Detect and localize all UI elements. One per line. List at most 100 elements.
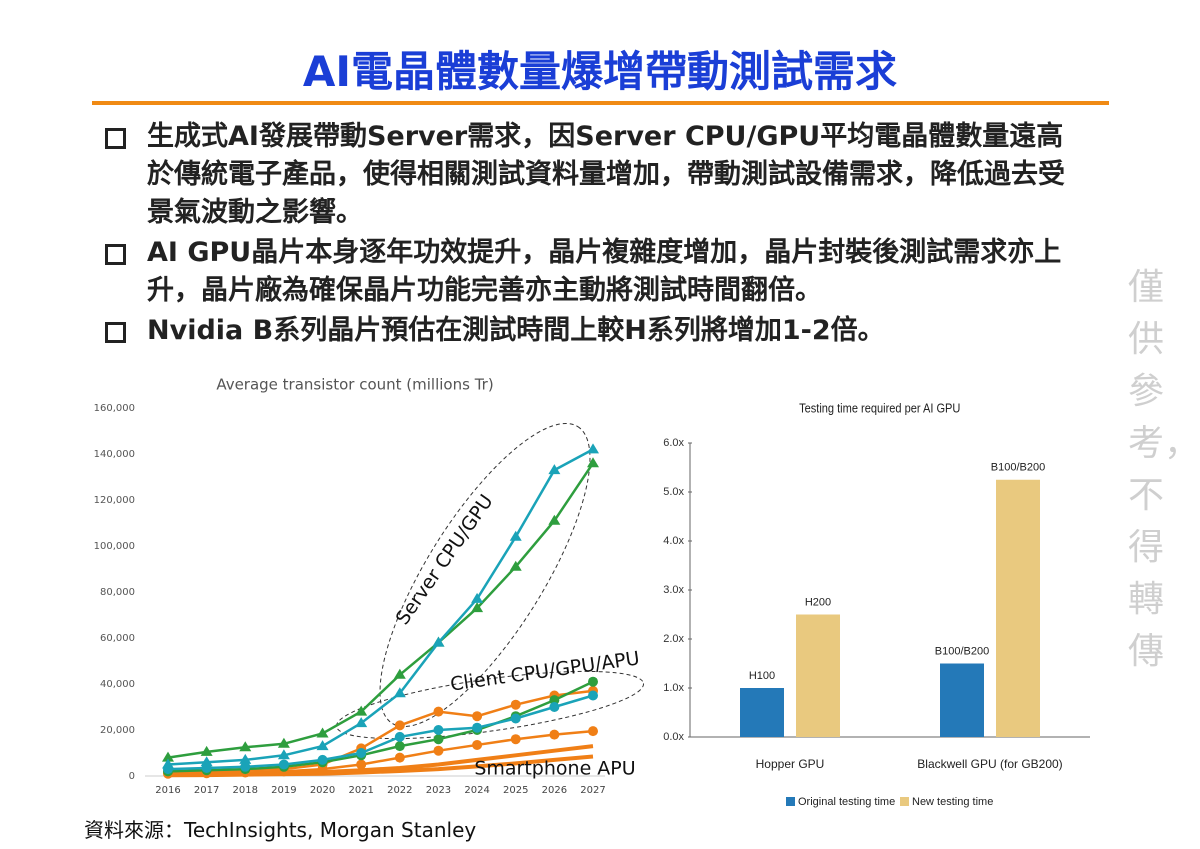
y-tick-label: 20,000 [100,725,135,736]
marker [278,759,289,770]
marker [278,766,289,777]
x-tick-label: 2016 [155,785,180,796]
legend-label: Original testing time [798,796,895,808]
marker [588,676,598,687]
y-tick-label: 160,000 [94,403,135,414]
marker [588,726,598,737]
data-label: B100/B200 [935,645,989,657]
marker [317,759,328,770]
marker [472,711,483,722]
marker [510,699,521,710]
data-label: H200 [805,596,831,608]
marker [200,745,213,756]
bullet: 生成式AI發展帶動Server需求，因Server CPU/GPU平均電晶體數量… [105,118,1090,232]
marker [472,722,483,733]
marker [432,636,445,647]
series-line [167,694,594,771]
legend-swatch [786,797,795,806]
marker [549,690,560,701]
marker [239,753,252,764]
marker [549,729,560,740]
y-tick-label: 1.0x [663,682,684,694]
marker [278,764,289,775]
marker [587,443,599,454]
y-tick-label: 3.0x [663,584,684,596]
marker [356,743,367,754]
marker [162,751,174,762]
marker [163,767,173,778]
bullet: Nvidia B系列晶片預估在測試時間上較H系列將增加1-2倍。 [105,312,1090,350]
server-ellipse [379,422,591,728]
series-line [167,729,594,775]
marker [510,713,521,724]
marker [201,765,212,776]
x-tick-label: 2025 [503,785,528,796]
marker [317,764,328,775]
y-tick-label: 40,000 [100,679,135,690]
marker [240,761,251,772]
marker [163,766,173,777]
series-line [167,754,594,778]
y-tick-label: 6.0x [663,437,684,449]
marker [510,711,521,722]
marker [201,766,212,777]
annotation: Server CPU/GPU [392,491,498,629]
y-tick-label: 140,000 [94,449,135,460]
chart-title: Testing time required per AI GPU [799,401,960,416]
marker [433,706,444,717]
marker [356,759,367,770]
x-tick-label: 2023 [426,785,451,796]
marker [163,764,173,775]
source-note: 資料來源：TechInsights, Morgan Stanley [84,818,477,842]
x-tick-label: 2017 [194,785,219,796]
series-line [167,462,595,759]
marker [394,731,405,742]
marker [433,745,444,756]
marker [432,636,445,647]
marker [549,695,560,706]
data-label: H100 [749,670,775,682]
marker [277,737,290,748]
chart-title: Average transistor count (millions Tr) [216,376,493,394]
y-tick-label: 60,000 [100,633,135,644]
marker [433,725,444,735]
marker [200,756,213,767]
marker [588,690,598,701]
y-tick-label: 4.0x [663,535,684,547]
watermark: 僅供參考，不得轉傳 [1128,267,1200,672]
marker [278,761,289,772]
bar [940,663,984,737]
marker [277,749,290,760]
client-ellipse [335,670,645,740]
marker [433,734,444,745]
marker [394,720,405,731]
marker [472,725,483,735]
bullet: AI GPU晶片本身逐年功效提升，晶片複雜度增加，晶片封裝後測試需求亦上升，晶片… [105,234,1090,310]
annotation: Client CPU/GPU/APU [449,647,641,695]
series-line [167,744,594,777]
marker [394,752,405,763]
bar [996,479,1040,737]
x-tick-label: 2020 [310,785,335,796]
marker [355,705,368,716]
x-tick-label: Blackwell GPU (for GB200) [917,757,1062,771]
y-tick-label: 5.0x [663,486,684,498]
y-tick-label: 2.0x [663,633,684,645]
series-line [167,680,594,773]
marker [587,457,599,468]
marker [471,602,484,613]
marker [509,530,522,541]
marker [471,592,484,603]
marker [240,767,251,778]
y-tick-label: 0.0x [663,731,684,743]
marker [201,768,212,779]
marker [240,765,251,776]
marker [239,741,252,752]
legend-label: New testing time [912,796,993,808]
marker [317,754,328,765]
y-tick-label: 120,000 [94,495,135,506]
marker [163,768,173,779]
marker [201,762,212,773]
marker [548,514,561,525]
marker [472,739,483,750]
